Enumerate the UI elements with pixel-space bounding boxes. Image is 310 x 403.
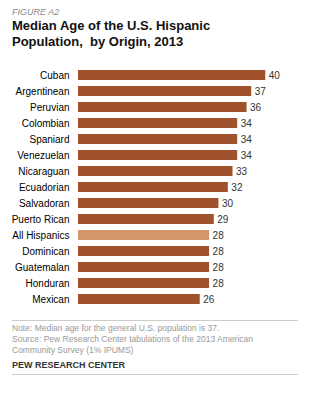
- svg-text:28: 28: [213, 230, 225, 241]
- svg-text:Venezuelan: Venezuelan: [17, 150, 69, 161]
- svg-text:36: 36: [250, 102, 262, 113]
- svg-text:Dominican: Dominican: [22, 246, 69, 257]
- svg-text:Nicaraguan: Nicaraguan: [18, 166, 69, 177]
- html-text:Community Survey (1% IPUMS): Community Survey (1% IPUMS): [12, 345, 134, 355]
- svg-text:28: 28: [213, 262, 225, 273]
- svg-text:Salvadoran: Salvadoran: [19, 198, 70, 209]
- svg-text:37: 37: [255, 86, 267, 97]
- svg-text:34: 34: [241, 134, 253, 145]
- svg-text:28: 28: [213, 246, 225, 257]
- svg-text:Cuban: Cuban: [40, 70, 69, 81]
- svg-text:Guatemalan: Guatemalan: [15, 262, 69, 273]
- svg-text:34: 34: [241, 150, 253, 161]
- html-text:PEW RESEARCH CENTER: PEW RESEARCH CENTER: [12, 360, 125, 370]
- html-text:Note: Median age for the gener: Note: Median age for the general U.S. po…: [12, 323, 220, 333]
- svg-text:40: 40: [269, 70, 281, 81]
- svg-text:34: 34: [241, 118, 253, 129]
- svg-text:Mexican: Mexican: [32, 294, 69, 305]
- svg-text:33: 33: [236, 166, 248, 177]
- svg-text:30: 30: [222, 198, 234, 209]
- svg-text:28: 28: [213, 278, 225, 289]
- html-text:Source: Pew Research Center ta: Source: Pew Research Center tabulations …: [12, 334, 253, 344]
- html-text:Median Age of the U.S. Hispani: Median Age of the U.S. Hispanic Populati…: [12, 18, 211, 49]
- svg-text:Colombian: Colombian: [22, 118, 70, 129]
- svg-text:All Hispanics: All Hispanics: [12, 230, 69, 241]
- svg-text:Ecuadorian: Ecuadorian: [19, 182, 70, 193]
- svg-text:Honduran: Honduran: [26, 278, 70, 289]
- svg-text:Argentinean: Argentinean: [16, 86, 70, 97]
- svg-text:Peruvian: Peruvian: [30, 102, 69, 113]
- html-text:FIGURE A2: FIGURE A2: [12, 7, 60, 17]
- svg-text:29: 29: [217, 214, 229, 225]
- svg-text:Spaniard: Spaniard: [29, 134, 69, 145]
- svg-text:32: 32: [231, 182, 243, 193]
- svg-text:Puerto Rican: Puerto Rican: [12, 214, 70, 225]
- svg-text:26: 26: [203, 294, 215, 305]
